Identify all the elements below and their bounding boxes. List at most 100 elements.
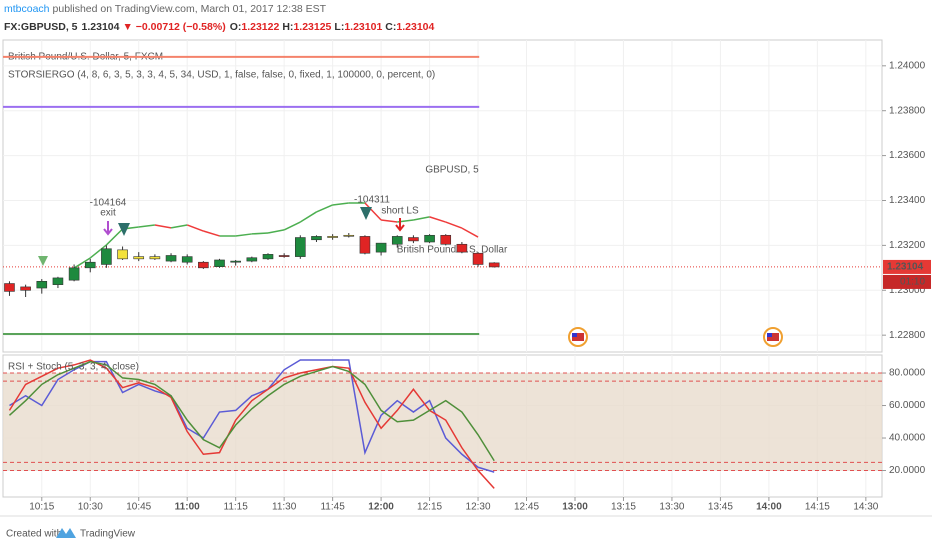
last-price-label: 1.23104	[887, 262, 924, 273]
candle-body	[68, 267, 80, 281]
candle-body	[20, 286, 31, 291]
annotation: exit	[100, 208, 116, 219]
band-segment	[235, 233, 252, 237]
osc-title: RSI + Stoch (5, 3, 3, 4, close)	[8, 362, 139, 373]
change: ▼ −0.00712 (−0.58%)	[122, 21, 225, 33]
oscillator-line	[8, 359, 495, 489]
candle-body	[117, 249, 128, 260]
band-segment	[186, 224, 204, 232]
y-tick-label: 1.23600	[889, 150, 926, 161]
band-segment	[283, 221, 301, 231]
candle-body	[198, 261, 209, 269]
candle-body	[391, 236, 403, 245]
annotation: -104164	[90, 198, 127, 209]
candle-body	[4, 283, 15, 292]
y-tick-label: 1.23000	[889, 285, 926, 296]
y-tick-label: 40.0000	[889, 433, 926, 444]
y-tick-label: 1.24000	[889, 60, 926, 71]
x-tick-label: 11:15	[224, 502, 249, 513]
x-tick-label: 10:45	[126, 502, 151, 513]
ohlc-value: 1.23101	[344, 21, 382, 33]
candle-body	[84, 261, 96, 269]
candle-body	[359, 236, 371, 254]
y-tick-label: 80.0000	[889, 368, 926, 379]
x-tick-label: 11:30	[272, 502, 297, 513]
ohlc-label: C:	[385, 21, 396, 33]
event-icon[interactable]	[763, 327, 783, 347]
y-tick-label: 20.0000	[889, 465, 926, 476]
band-segment	[316, 204, 333, 213]
band-segment	[461, 227, 479, 238]
candle-body	[133, 256, 145, 260]
legend-subtitle: STORSIERGO (4, 8, 6, 3, 5, 3, 3, 4, 5, 3…	[8, 70, 435, 81]
x-tick-label: 14:15	[805, 502, 830, 513]
event-icon[interactable]	[568, 327, 588, 347]
level-fill	[3, 373, 882, 471]
x-tick-label: 13:45	[708, 502, 733, 513]
candle-body	[343, 234, 355, 237]
exit-arrow	[103, 221, 113, 236]
y-tick-label: 1.23200	[889, 240, 926, 251]
brand-logo[interactable]	[56, 528, 76, 538]
main-pane	[2, 39, 883, 353]
candle-body	[181, 256, 193, 263]
band-segment	[138, 224, 155, 228]
y-tick-label: 1.23800	[889, 105, 926, 116]
candle-body	[311, 236, 322, 241]
signal-triangle	[360, 207, 372, 220]
x-tick-label: 12:45	[514, 502, 539, 513]
overlays	[38, 207, 783, 347]
y-tick-label: 60.0000	[889, 400, 926, 411]
watermark: GBPUSD, 5	[425, 165, 479, 176]
footer-created: Created with	[6, 529, 62, 540]
countdown-box	[883, 274, 931, 289]
header-line: mtbcoach published on TradingView.com, Ma…	[4, 3, 327, 15]
candle-body	[246, 257, 258, 262]
candle-body	[278, 255, 290, 257]
x-tick-label: 10:30	[78, 502, 103, 513]
signal-triangle	[38, 256, 48, 266]
band-segment	[299, 211, 317, 223]
band-segment	[170, 224, 188, 229]
footer-brand[interactable]: TradingView	[80, 529, 136, 540]
last: 1.23104	[82, 21, 120, 33]
candle-body	[101, 248, 112, 265]
candle-body	[488, 262, 500, 268]
x-tick-label: 14:30	[853, 502, 878, 513]
band-segment	[89, 244, 107, 259]
x-tick-label: 11:00	[175, 502, 200, 513]
band-segment	[332, 202, 349, 206]
band-segment	[413, 216, 430, 221]
band-segment	[381, 219, 398, 223]
candle-body	[424, 234, 435, 243]
symbol: FX:GBPUSD, 5	[4, 21, 78, 33]
entry-arrow	[395, 218, 405, 232]
candle-body	[295, 237, 306, 257]
candle-body	[456, 243, 468, 253]
x-tick-label: 13:30	[659, 502, 684, 513]
candle-body	[262, 254, 274, 260]
candle-body	[327, 236, 338, 238]
band-segment	[105, 228, 124, 246]
ohlc-label: O:	[230, 21, 242, 33]
x-tick-label: 13:00	[562, 502, 588, 513]
x-tick-label: 11:45	[320, 502, 345, 513]
candle-body	[214, 259, 225, 268]
band-segment	[203, 230, 220, 237]
candle-body	[472, 252, 484, 265]
signal-triangle	[118, 223, 130, 236]
author[interactable]: mtbcoach	[4, 3, 50, 15]
band-segment	[251, 232, 269, 235]
band-segment	[154, 224, 172, 229]
ohlc-value: 1.23104	[396, 21, 434, 33]
candle-body	[36, 280, 48, 289]
x-tick-label: 12:15	[417, 502, 442, 513]
candle-body	[149, 256, 161, 260]
y-tick-label: 1.23400	[889, 195, 926, 206]
x-tick-label: 10:15	[29, 502, 54, 513]
ohlc-label: H:	[282, 21, 293, 33]
published: published on TradingView.com, March 01, …	[53, 3, 327, 15]
band-segment	[429, 216, 446, 223]
